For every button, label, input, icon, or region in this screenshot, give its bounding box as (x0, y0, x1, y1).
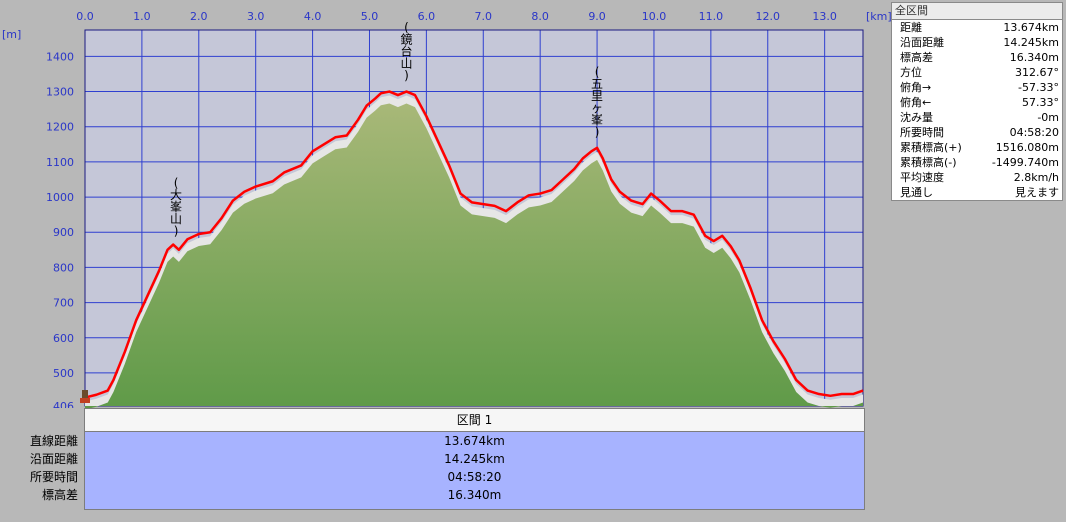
x-axis-unit: [km] (866, 10, 892, 23)
section-row-value: 16.340m (447, 488, 502, 502)
stat-value: 04:58:20 (1009, 126, 1059, 139)
y-tick-label: 700 (53, 297, 74, 310)
section-row-label: 標高差 (41, 488, 78, 502)
section-row-labels: 直線距離沿面距離所要時間標高差 (0, 432, 78, 504)
x-tick-label: 7.0 (475, 10, 493, 23)
stat-value: 57.33° (1022, 96, 1059, 109)
x-tick-label: 4.0 (304, 10, 322, 23)
stat-label: 方位 (900, 66, 922, 79)
x-tick-label: 12.0 (756, 10, 781, 23)
peak-label: (五里ヶ峯) (591, 65, 603, 139)
section-header[interactable]: 区間 1 (85, 409, 864, 432)
x-tick-label: 5.0 (361, 10, 379, 23)
y-tick-label: 1000 (46, 191, 74, 204)
stat-label: 見通し (900, 186, 933, 199)
stat-value: -57.33° (1018, 81, 1059, 94)
peak-label: (鏡台山) (400, 21, 412, 83)
stat-value: 13.674km (1003, 21, 1059, 34)
start-marker-icon (80, 390, 90, 403)
y-tick-label: 1300 (46, 86, 74, 99)
x-tick-label: 11.0 (699, 10, 724, 23)
stat-row: 距離 13.674km (892, 20, 1062, 35)
x-tick-label: 10.0 (642, 10, 667, 23)
stat-value: -0m (1037, 111, 1059, 124)
stat-row: 俯角→ -57.33° (892, 80, 1062, 95)
stats-panel: 全区間 距離 13.674km 沿面距離 14.245km 標高差 16.340m 方位 31… (891, 2, 1063, 201)
area-fill (85, 103, 863, 408)
stat-value: 312.67° (1015, 66, 1059, 79)
stat-row: 平均速度 2.8km/h (892, 170, 1062, 185)
stat-label: 沈み量 (900, 111, 933, 124)
stat-value: 見えます (1015, 186, 1059, 199)
stat-value: 2.8km/h (1013, 171, 1059, 184)
elevation-area (85, 95, 863, 408)
stat-value: 1516.080m (995, 141, 1059, 154)
stat-label: 沿面距離 (900, 36, 944, 49)
stat-label: 累積標高(-) (900, 156, 957, 169)
stat-label: 俯角→ (900, 81, 932, 94)
stat-row: 方位 312.67° (892, 65, 1062, 80)
x-tick-label: 6.0 (418, 10, 436, 23)
section-row-value: 13.674km (444, 434, 505, 448)
section-table: 区間 1 13.674km 14.245km 04:58:20 16.340m (84, 408, 865, 510)
stat-row: 沿面距離 14.245km (892, 35, 1062, 50)
y-tick-label: 600 (53, 332, 74, 345)
stat-row: 俯角← 57.33° (892, 95, 1062, 110)
x-tick-label: 3.0 (247, 10, 265, 23)
y-tick-label: 1100 (46, 156, 74, 169)
section-row-label: 直線距離 (29, 434, 78, 448)
section-row-value: 14.245km (444, 452, 505, 466)
stat-row: 所要時間 04:58:20 (892, 125, 1062, 140)
stat-row: 標高差 16.340m (892, 50, 1062, 65)
stat-row: 累積標高(+) 1516.080m (892, 140, 1062, 155)
y-tick-label: 1400 (46, 50, 74, 63)
x-tick-label: 2.0 (190, 10, 208, 23)
stat-value: -1499.740m (991, 156, 1059, 169)
x-tick-label: 0.0 (76, 10, 94, 23)
x-tick-label: 9.0 (588, 10, 606, 23)
x-tick-label: 8.0 (531, 10, 549, 23)
y-tick-label: 800 (53, 261, 74, 274)
y-tick-label: 900 (53, 226, 74, 239)
x-tick-label: 13.0 (812, 10, 837, 23)
section-row-label: 所要時間 (29, 470, 78, 484)
section-row-value: 04:58:20 (447, 470, 502, 484)
stat-row: 見通し 見えます (892, 185, 1062, 200)
axis-ticks: 0.0 1.0 2.0 3.0 4.0 5.0 6.0 7.0 8.0 9.0 10.0 11.0 12… (46, 10, 837, 408)
y-tick-label: 1200 (46, 121, 74, 134)
stats-title: 全区間 (892, 3, 1062, 20)
peak-labels: (大峯山) (鏡台山) (五里ヶ峯) (170, 21, 603, 239)
stat-label: 累積標高(+) (900, 141, 962, 154)
elevation-line-group (84, 90, 864, 399)
peak-label: (大峯山) (170, 176, 182, 238)
stat-row: 累積標高(-) -1499.740m (892, 155, 1062, 170)
stat-value: 14.245km (1003, 36, 1059, 49)
y-axis-unit: [m] (2, 28, 21, 41)
stat-label: 俯角← (900, 96, 932, 109)
elevation-line (84, 90, 864, 399)
stat-value: 16.340m (1009, 51, 1059, 64)
stat-label: 標高差 (900, 51, 933, 64)
stat-label: 所要時間 (900, 126, 944, 139)
y-tick-label: 500 (53, 367, 74, 380)
stat-row: 沈み量 -0m (892, 110, 1062, 125)
y-tick-label: 406 (53, 400, 74, 408)
elevation-chart: 0.0 1.0 2.0 3.0 4.0 5.0 6.0 7.0 8.0 9.0 10.0 11.0 12… (2, 10, 892, 408)
stat-label: 平均速度 (900, 171, 944, 184)
stat-label: 距離 (900, 21, 922, 34)
x-tick-label: 1.0 (133, 10, 151, 23)
section-row-label: 沿面距離 (29, 452, 78, 466)
